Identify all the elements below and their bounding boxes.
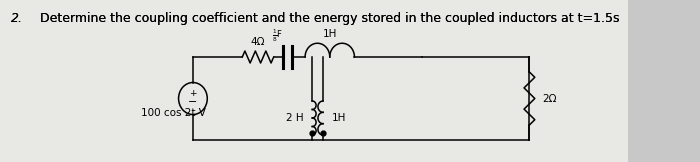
Text: Determine the coupling coefficient and the energy stored in the coupled inductor: Determine the coupling coefficient and t… (41, 12, 620, 25)
Text: +: + (189, 89, 197, 98)
Text: $\frac{1}{8}$F: $\frac{1}{8}$F (272, 28, 283, 44)
Text: 1H: 1H (332, 113, 346, 123)
Text: 2 H: 2 H (286, 113, 303, 123)
Text: 4Ω: 4Ω (251, 37, 265, 47)
Text: 1H: 1H (323, 29, 337, 39)
FancyBboxPatch shape (0, 0, 628, 162)
Text: −: − (188, 97, 197, 106)
Text: 2.: 2. (10, 12, 23, 25)
Text: 2Ω: 2Ω (542, 93, 557, 104)
Text: 100 cos 2t V: 100 cos 2t V (141, 109, 206, 118)
Text: 2.: 2. (10, 12, 23, 25)
Text: Determine the coupling coefficient and the energy stored in the coupled inductor: Determine the coupling coefficient and t… (41, 12, 620, 25)
